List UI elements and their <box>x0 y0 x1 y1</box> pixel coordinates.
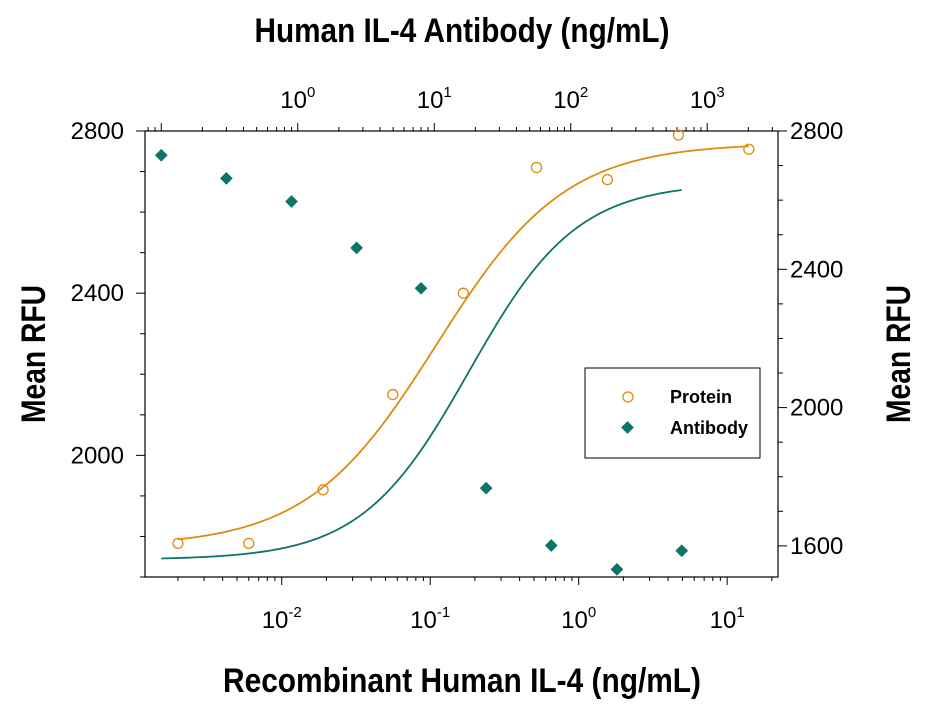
bottom-x-tick-base: 10 <box>410 607 437 634</box>
top-x-tick-exponent: 2 <box>580 84 588 101</box>
bottom-x-tick-base: 10 <box>710 607 737 634</box>
left-y-tick-label: 2400 <box>71 280 124 307</box>
left-y-tick-label: 2000 <box>71 442 124 469</box>
legend-box <box>584 367 761 459</box>
protein-fit-curve <box>177 145 749 541</box>
antibody-data-point <box>610 563 624 576</box>
top-x-tick-label: 101 <box>417 84 452 114</box>
fit-curve-layer <box>161 145 749 560</box>
top-x-tick-label: 100 <box>280 84 315 114</box>
top-x-tick-label: 103 <box>690 84 725 114</box>
protein-data-point <box>387 388 399 401</box>
legend: Protein Antibody <box>584 367 761 459</box>
bottom-x-tick-label: 100 <box>561 604 596 634</box>
right-y-tick-label: 2000 <box>790 395 843 422</box>
right-y-tick-label: 1600 <box>790 533 843 560</box>
bottom-x-axis-title: Recombinant Human IL-4 (ng/mL) <box>223 662 701 700</box>
bottom-x-tick-label: 10-1 <box>410 604 450 634</box>
antibody-data-point <box>350 241 363 255</box>
legend-antibody-label: Antibody <box>670 418 748 438</box>
data-point-layer <box>154 129 755 576</box>
legend-protein-label: Protein <box>670 387 732 407</box>
protein-data-point <box>243 537 255 549</box>
bottom-x-tick-exponent: 0 <box>588 604 596 621</box>
top-x-tick-base: 10 <box>417 87 444 114</box>
top-x-tick-base: 10 <box>553 87 580 114</box>
plot-frame <box>144 130 779 578</box>
antibody-data-point <box>220 172 233 185</box>
bottom-x-tick-label: 10-2 <box>262 604 302 634</box>
top-x-tick-base: 10 <box>280 87 307 114</box>
right-y-axis-title: Mean RFU <box>880 285 918 423</box>
antibody-data-point <box>285 195 298 208</box>
top-x-tick-exponent: 3 <box>716 84 724 101</box>
right-y-tick-label: 2400 <box>790 256 843 283</box>
antibody-fit-curve <box>161 189 682 560</box>
top-x-tick-label: 102 <box>553 84 588 114</box>
antibody-data-point <box>479 481 493 495</box>
top-x-tick-base: 10 <box>690 87 717 114</box>
bottom-x-tick-exponent: -1 <box>437 604 450 621</box>
antibody-data-point <box>154 148 168 162</box>
antibody-data-point <box>414 281 428 295</box>
protein-data-point <box>530 161 543 174</box>
protein-data-point <box>743 143 755 155</box>
protein-data-point <box>172 537 184 549</box>
bottom-x-tick-exponent: 1 <box>736 604 744 621</box>
protein-data-point <box>317 484 329 496</box>
top-x-tick-exponent: 0 <box>307 84 315 101</box>
bottom-x-tick-exponent: -2 <box>288 604 301 621</box>
protein-data-point <box>672 129 685 141</box>
bottom-x-tick-base: 10 <box>561 607 588 634</box>
protein-data-point <box>601 174 614 186</box>
right-y-tick-label: 2800 <box>790 118 843 145</box>
bottom-x-tick-label: 101 <box>710 604 745 634</box>
legend-protein-marker <box>622 391 634 403</box>
bottom-x-tick-base: 10 <box>262 607 289 634</box>
left-y-tick-label: 2800 <box>71 118 124 145</box>
protein-data-point <box>457 287 469 299</box>
top-x-axis-title: Human IL-4 Antibody (ng/mL) <box>255 12 670 50</box>
antibody-data-point <box>544 539 558 552</box>
antibody-data-point <box>675 544 689 558</box>
top-x-tick-exponent: 1 <box>443 84 451 101</box>
left-y-axis-title: Mean RFU <box>15 285 53 423</box>
